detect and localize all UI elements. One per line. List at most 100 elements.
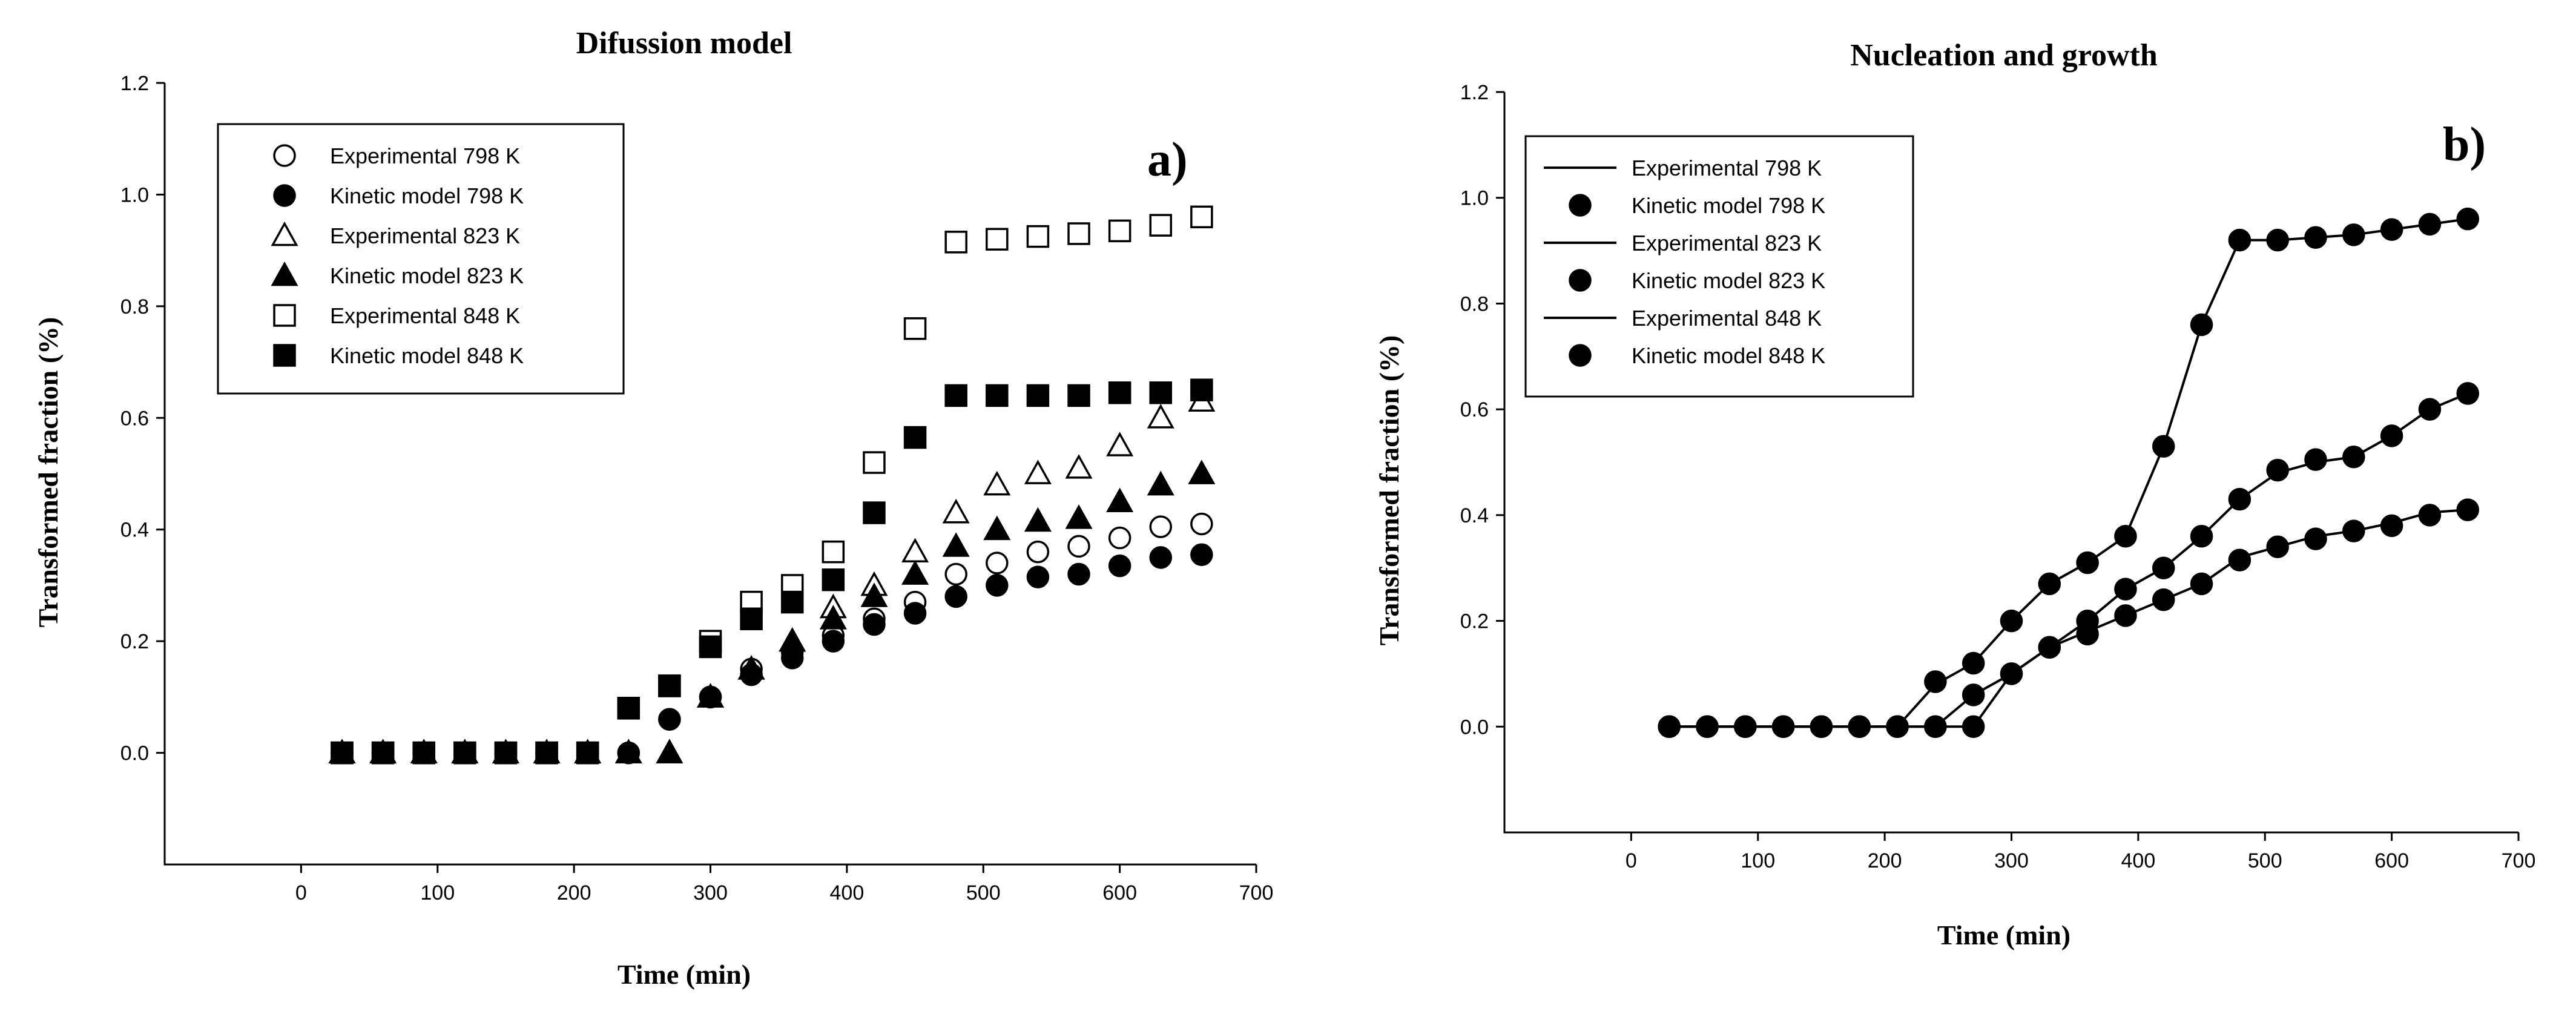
data-point <box>1067 562 1090 586</box>
data-point <box>944 384 967 407</box>
data-point <box>2038 572 2061 596</box>
legend: Experimental 798 K Kinetic model 798 K Exp… <box>217 123 625 395</box>
y-tick-label: 0.2 <box>120 630 149 653</box>
legend-entry-label: Experimental 798 K <box>330 143 520 168</box>
data-point <box>1810 715 1833 739</box>
data-point <box>2380 424 2403 447</box>
data-point <box>2456 207 2479 231</box>
data-point <box>617 697 641 720</box>
x-tick-label: 300 <box>1994 849 2029 872</box>
data-point <box>1149 546 1172 569</box>
data-point <box>986 574 1009 597</box>
data-point <box>863 451 886 474</box>
legend-entry-label: Experimental 823 K <box>1632 231 1822 255</box>
x-tick-label: 200 <box>1868 849 1902 872</box>
data-point <box>494 741 518 765</box>
data-point <box>2076 609 2099 633</box>
legend-entry-label: Experimental 848 K <box>1632 306 1822 331</box>
data-point <box>780 590 804 614</box>
data-point <box>1149 381 1172 404</box>
data-point <box>2304 527 2327 550</box>
series-kinetic-model-823-k <box>1658 382 2479 739</box>
series-kinetic-model-798-k <box>1658 498 2479 739</box>
legend-marker <box>273 344 296 367</box>
data-point <box>2000 609 2023 633</box>
data-point <box>2152 435 2175 458</box>
series-experimental-848-k <box>1669 217 2468 728</box>
chart-panel-a: Difussion model Time (min) Transformed f… <box>33 26 1273 990</box>
y-tick-label: 0.6 <box>120 407 149 430</box>
data-point <box>2418 398 2442 421</box>
data-point <box>1026 384 1050 407</box>
data-point <box>656 739 684 763</box>
y-tick-label: 0.0 <box>120 742 149 765</box>
x-axis-label: Time (min) <box>1937 920 2070 950</box>
axis-frame <box>163 83 1256 866</box>
legend-marker <box>273 184 296 207</box>
data-point <box>2304 226 2327 249</box>
y-axis-label: Transformed fraction (%) <box>33 317 64 628</box>
series-kinetic-model-848-k <box>1658 207 2479 739</box>
data-point <box>1962 715 1985 739</box>
data-point <box>863 501 886 524</box>
series-line <box>1669 509 2468 728</box>
data-point <box>1108 526 1132 550</box>
y-tick-label: 0.0 <box>1460 716 1489 739</box>
data-point <box>1924 715 1947 739</box>
y-tick-label: 0.4 <box>1460 504 1489 527</box>
x-tick-label: 100 <box>1741 849 1775 872</box>
data-point <box>903 317 927 340</box>
series-experimental-798-k <box>331 512 1213 765</box>
legend-marker <box>1569 194 1592 217</box>
y-tick-label: 0.6 <box>1460 398 1489 421</box>
data-point <box>2380 514 2403 538</box>
data-point <box>822 568 845 591</box>
legend-marker <box>271 221 298 246</box>
x-tick-label: 200 <box>557 881 591 904</box>
data-point <box>699 635 722 659</box>
x-tick-label: 400 <box>830 881 865 904</box>
x-tick-label: 500 <box>2248 849 2282 872</box>
chart-title: Difussion model <box>576 26 792 61</box>
data-point <box>576 741 599 765</box>
data-point <box>2266 228 2289 252</box>
data-point <box>1065 454 1093 479</box>
data-point <box>1962 683 1985 706</box>
series-line <box>1669 392 2469 728</box>
legend-entry-label: Kinetic model 798 K <box>330 183 524 208</box>
data-point <box>614 739 642 763</box>
data-point <box>779 627 806 652</box>
data-point <box>1026 540 1050 564</box>
data-point <box>412 741 435 765</box>
legend-entry-label: Experimental 823 K <box>330 223 520 248</box>
y-tick-label: 1.0 <box>1460 187 1489 210</box>
chart-panel-b: Nucleation and growth Time (min) Transfo… <box>1374 38 2535 950</box>
y-tick-label: 1.0 <box>120 183 149 206</box>
y-tick-label: 0.8 <box>120 295 149 318</box>
legend: Experimental 798 K Kinetic model 798 K Exp… <box>1524 135 1914 398</box>
data-point <box>1026 225 1050 248</box>
data-point <box>2266 535 2289 559</box>
data-point <box>2190 572 2213 596</box>
data-point <box>2342 519 2365 542</box>
x-tick-label: 0 <box>1626 849 1637 872</box>
data-point <box>2038 636 2061 659</box>
x-tick-label: 700 <box>1239 881 1274 904</box>
data-point <box>944 585 967 608</box>
data-point <box>453 741 476 765</box>
series-experimental-823-k <box>1669 392 2469 728</box>
y-tick-label: 1.2 <box>1460 81 1489 104</box>
data-point <box>2000 662 2023 685</box>
data-point <box>986 228 1009 251</box>
x-tick-label: 100 <box>420 881 455 904</box>
data-point <box>1024 507 1052 532</box>
data-point <box>863 613 886 636</box>
data-point <box>822 540 845 564</box>
data-point <box>1696 715 1719 739</box>
x-axis-label: Time (min) <box>618 959 751 990</box>
data-point <box>740 607 763 631</box>
data-point <box>1190 205 1213 229</box>
y-tick-label: 0.2 <box>1460 610 1489 633</box>
data-point <box>2228 487 2252 511</box>
